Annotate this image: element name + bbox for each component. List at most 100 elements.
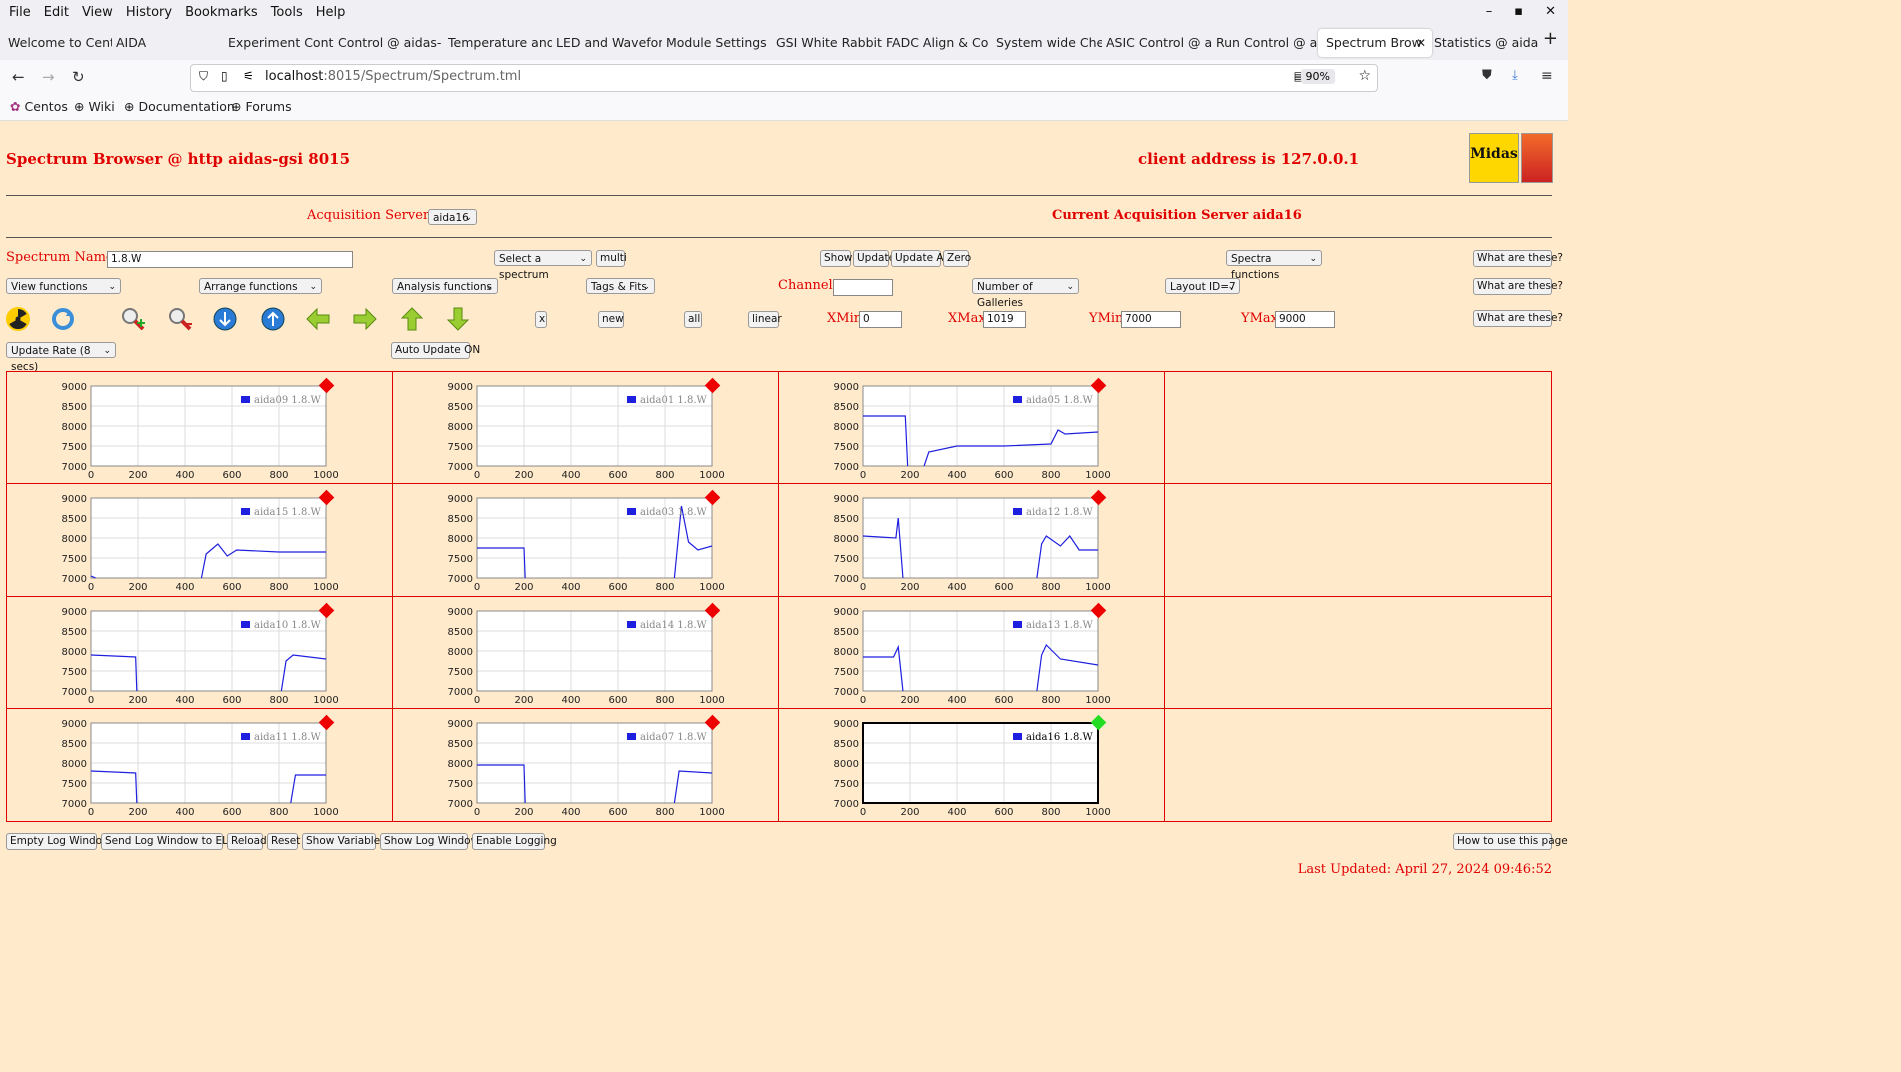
spectrum-chart[interactable]: 0 200 400 600 800 1000 9000 8500 8000 7500 7000 aid…: [779, 597, 1165, 709]
tab-11[interactable]: Run Control @ ai: [1208, 29, 1322, 57]
tags-fits-dropdown[interactable]: Tags & Fits ⌄: [586, 278, 655, 294]
bookmark-documentation[interactable]: ⊕ Documentation: [124, 99, 235, 114]
x-button[interactable]: x: [535, 311, 547, 328]
menu-file[interactable]: File: [9, 5, 31, 20]
pocket-icon[interactable]: ⛊: [1482, 68, 1492, 83]
arrow-down-circle-icon[interactable]: [212, 306, 238, 332]
what-are-these-button[interactable]: What are these?: [1473, 278, 1563, 295]
footer-button-1[interactable]: Send Log Window to ELog: [101, 833, 241, 850]
bookmark-star-icon[interactable]: ☆: [1358, 68, 1371, 84]
update-rate-dropdown[interactable]: Update Rate (8 secs) ⌄: [6, 342, 116, 373]
spectrum-name-input[interactable]: 1.8.W: [107, 251, 353, 268]
minimize-icon[interactable]: –: [1485, 4, 1493, 19]
tab-13[interactable]: Statistics @ aida: [1426, 29, 1538, 57]
zoom-in-icon[interactable]: [120, 306, 146, 332]
tab-10[interactable]: ASIC Control @ a: [1098, 29, 1212, 57]
menu-bookmarks[interactable]: Bookmarks: [185, 5, 258, 20]
arrange-functions-dropdown[interactable]: Arrange functions ⌄: [199, 278, 322, 294]
channel-input[interactable]: [833, 279, 893, 296]
footer-button-2[interactable]: Reload: [227, 833, 267, 850]
spectrum-chart[interactable]: 0 200 400 600 800 1000 9000 8500 8000 7500 7000 aid…: [7, 372, 393, 484]
footer-button-0[interactable]: Empty Log Window: [6, 833, 111, 850]
tab-12[interactable]: Spectrum Brow ✕: [1318, 29, 1432, 57]
what-are-these-button[interactable]: What are these?: [1473, 250, 1563, 267]
tab-9[interactable]: System wide Che: [988, 29, 1102, 57]
arrow-up-circle-icon[interactable]: [260, 306, 286, 332]
spectrum-chart[interactable]: 0 200 400 600 800 1000 9000 8500 8000 7500 7000 aid…: [7, 709, 393, 821]
spectrum-chart[interactable]: 0 200 400 600 800 1000 9000 8500 8000 7500 7000 aid…: [779, 372, 1165, 484]
menu-history[interactable]: History: [125, 5, 173, 20]
back-icon[interactable]: ←: [12, 68, 25, 86]
reload-icon[interactable]: ↻: [72, 68, 85, 86]
spectrum-chart[interactable]: 0 200 400 600 800 1000 9000 8500 8000 7500 7000 aid…: [393, 372, 779, 484]
tab-1[interactable]: AIDA: [108, 29, 220, 57]
radiation-icon[interactable]: [5, 306, 31, 332]
spectrum-chart[interactable]: 0 200 400 600 800 1000 9000 8500 8000 7500 7000 aid…: [779, 484, 1165, 596]
menu-tools[interactable]: Tools: [270, 5, 303, 20]
ymax-input[interactable]: 9000: [1275, 311, 1335, 328]
zero-button[interactable]: Zero: [943, 250, 971, 267]
new-tab-icon[interactable]: +: [1542, 28, 1558, 49]
maximize-icon[interactable]: ▪: [1514, 4, 1524, 19]
number-of-galleries-dropdown[interactable]: Number of Galleries ⌄: [972, 278, 1079, 309]
shield-icon[interactable]: ⛉: [199, 69, 209, 83]
arrow-down-icon[interactable]: [445, 306, 471, 332]
bookmark-centos[interactable]: ✿ Centos: [10, 99, 68, 114]
acquisition-server-select[interactable]: aida16 ⌄: [428, 209, 477, 225]
footer-button-3[interactable]: Reset: [267, 833, 300, 850]
menu-help[interactable]: Help: [315, 5, 346, 20]
spectrum-chart[interactable]: 0 200 400 600 800 1000 9000 8500 8000 7500 7000 aid…: [779, 709, 1165, 821]
spectrum-chart[interactable]: 0 200 400 600 800 1000 9000 8500 8000 7500 7000 aid…: [393, 709, 779, 821]
tab-4[interactable]: Temperature and: [440, 29, 552, 57]
forward-icon[interactable]: →: [42, 68, 55, 86]
how-to-use-button[interactable]: How to use this page: [1453, 833, 1568, 850]
new-button[interactable]: new: [598, 311, 624, 328]
tab-6[interactable]: Module Settings: [658, 29, 772, 57]
tab-0[interactable]: Welcome to Cent: [0, 29, 112, 57]
arrow-right-icon[interactable]: [352, 306, 378, 332]
update-button[interactable]: Update: [853, 250, 895, 267]
spectra-functions-dropdown[interactable]: Spectra functions ⌄: [1226, 250, 1322, 281]
tab-2[interactable]: Experiment Contr: [220, 29, 334, 57]
all-button[interactable]: all: [684, 311, 702, 328]
zoom-level[interactable]: 90%: [1300, 69, 1335, 84]
xmax-input[interactable]: 1019: [983, 311, 1026, 328]
footer-button-6[interactable]: Enable Logging: [472, 833, 557, 850]
tab-8[interactable]: FADC Align & Co: [878, 29, 992, 57]
xmin-input[interactable]: 0: [859, 311, 902, 328]
menu-view[interactable]: View: [81, 5, 113, 20]
bookmark-wiki[interactable]: ⊕ Wiki: [74, 99, 115, 114]
connection-icon[interactable]: ⚟: [243, 69, 254, 83]
tab-7[interactable]: GSI White Rabbit: [768, 29, 882, 57]
show-button[interactable]: Show: [820, 250, 852, 267]
close-window-icon[interactable]: ✕: [1545, 4, 1556, 19]
menu-edit[interactable]: Edit: [43, 5, 69, 20]
spectrum-chart[interactable]: 0 200 400 600 800 1000 9000 8500 8000 7500 7000 aid…: [393, 597, 779, 709]
spectrum-chart[interactable]: 0 200 400 600 800 1000 9000 8500 8000 7500 7000 aid…: [393, 484, 779, 596]
spectrum-chart[interactable]: 0 200 400 600 800 1000 9000 8500 8000 7500 7000 aid…: [7, 484, 393, 596]
layout-id-dropdown[interactable]: Layout ID=7 ⌄: [1165, 278, 1240, 294]
ymin-input[interactable]: 7000: [1121, 311, 1181, 328]
select-spectrum-dropdown[interactable]: Select a spectrum ⌄: [494, 250, 592, 281]
auto-update-button[interactable]: Auto Update ON: [391, 342, 480, 359]
close-tab-icon[interactable]: ✕: [1415, 36, 1426, 50]
footer-button-4[interactable]: Show Variables: [302, 833, 386, 850]
downloads-icon[interactable]: ⤓: [1512, 68, 1518, 83]
hamburger-menu-icon[interactable]: ≡: [1541, 68, 1553, 84]
linear-button[interactable]: linear: [748, 311, 782, 328]
tab-5[interactable]: LED and Wavefor: [548, 29, 662, 57]
analysis-functions-dropdown[interactable]: Analysis functions ⌄: [392, 278, 498, 294]
bookmark-forums[interactable]: ⊕ Forums: [231, 99, 292, 114]
update-all-button[interactable]: Update All: [891, 250, 949, 267]
tab-3[interactable]: Control @ aidas-: [330, 29, 444, 57]
refresh-icon[interactable]: [50, 306, 76, 332]
multi-button[interactable]: multi: [596, 250, 627, 267]
footer-button-5[interactable]: Show Log Window: [380, 833, 479, 850]
url-bar[interactable]: ⛉ ▯ ⚟ localhost:8015/Spectrum/Spectrum.t…: [190, 64, 1378, 92]
spectrum-chart[interactable]: 0 200 400 600 800 1000 9000 8500 8000 7500 7000 aid…: [7, 597, 393, 709]
what-are-these-button[interactable]: What are these?: [1473, 310, 1563, 327]
view-functions-dropdown[interactable]: View functions ⌄: [6, 278, 121, 294]
arrow-up-icon[interactable]: [399, 306, 425, 332]
zoom-out-icon[interactable]: [167, 306, 193, 332]
reader-view-icon[interactable]: ▤: [1293, 69, 1305, 83]
